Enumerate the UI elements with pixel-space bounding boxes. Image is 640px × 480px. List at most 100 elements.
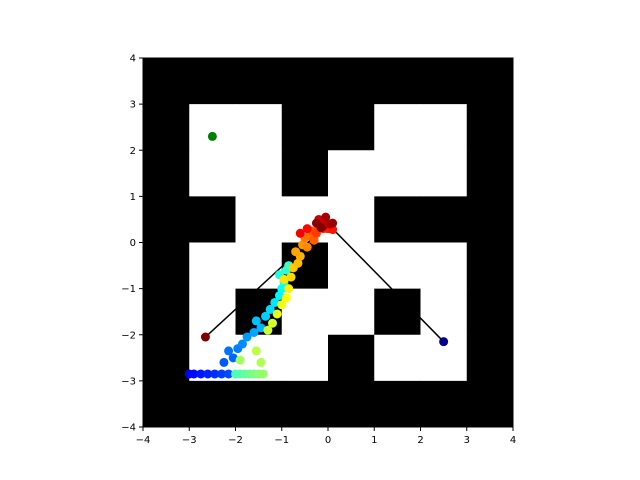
y-tick-label: −2 <box>121 330 136 341</box>
trajectory-point <box>249 327 259 337</box>
y-tick-label: −3 <box>121 376 136 387</box>
map-wall-cell <box>374 288 421 336</box>
trajectory-point <box>258 369 268 379</box>
map-wall-cell <box>466 196 514 243</box>
goal-point <box>207 131 217 141</box>
map-wall-cell <box>466 242 514 290</box>
map-wall-cell <box>466 380 514 428</box>
y-axis-ticks: −4 −3 −2 −1 0 1 2 3 4 <box>121 54 143 434</box>
map-wall-cell <box>189 196 236 243</box>
trajectory-point <box>228 353 238 363</box>
key-markers <box>200 131 449 347</box>
trajectory-point <box>293 258 303 268</box>
map-free-cell <box>420 288 468 336</box>
x-tick-label: 0 <box>325 435 331 446</box>
trajectory-point <box>291 247 301 257</box>
map-free-cell <box>374 334 421 382</box>
map-free-cell <box>420 242 468 290</box>
x-tick-label: 1 <box>371 435 377 446</box>
y-tick-label: 3 <box>130 100 136 111</box>
trajectory-point <box>256 357 266 367</box>
x-tick-label: −2 <box>228 435 243 446</box>
x-tick-label: 4 <box>510 435 516 446</box>
map-wall-cell <box>143 334 190 382</box>
map-wall-cell <box>466 150 514 197</box>
trajectory-point <box>277 284 287 294</box>
map-free-cell <box>328 242 375 290</box>
trajectory-point <box>328 218 338 228</box>
map-free-cell <box>189 288 236 336</box>
map-free-cell <box>328 196 375 243</box>
trajectory-point <box>203 369 213 379</box>
map-free-cell <box>328 150 375 197</box>
map-wall-cell <box>328 104 375 151</box>
map-wall-cell <box>466 104 514 151</box>
map-free-cell <box>420 150 468 197</box>
trajectory-point <box>321 212 331 222</box>
trajectory-point <box>286 272 296 282</box>
trajectory-point <box>270 297 280 307</box>
map-free-cell <box>374 242 421 290</box>
x-tick-label: −3 <box>182 435 197 446</box>
map-wall-cell <box>374 380 421 428</box>
map-wall-cell <box>143 150 190 197</box>
map-wall-cell <box>466 334 514 382</box>
trajectory-points <box>184 212 338 379</box>
trajectory-point <box>224 369 234 379</box>
end-point <box>200 332 210 342</box>
trajectory-point <box>284 284 294 294</box>
map-wall-cell <box>328 58 375 105</box>
trajectory-point <box>242 332 252 342</box>
map-wall-cell <box>420 58 468 105</box>
y-tick-label: 0 <box>130 238 136 249</box>
map-wall-cell <box>466 58 514 105</box>
map-wall-cell <box>328 334 375 382</box>
map-wall-cell <box>189 58 236 105</box>
map-free-cell <box>189 150 236 197</box>
map-wall-cell <box>281 104 329 151</box>
trajectory-point <box>251 316 261 326</box>
map-wall-cell <box>281 58 329 105</box>
trajectory-point <box>261 311 271 321</box>
trajectory-point <box>219 357 229 367</box>
trajectory-point <box>268 318 277 328</box>
map-wall-cell <box>189 380 236 428</box>
trajectory-point <box>279 274 289 284</box>
x-tick-label: −1 <box>274 435 289 446</box>
map-free-cell <box>374 150 421 197</box>
x-tick-label: 2 <box>417 435 423 446</box>
trajectory-point <box>309 235 319 245</box>
trajectory-point <box>251 346 261 356</box>
y-tick-label: 4 <box>130 54 136 65</box>
map-free-cell <box>235 242 283 290</box>
trajectory-point <box>263 325 273 335</box>
map-free-cell <box>235 150 283 197</box>
map-wall-cell <box>374 58 421 105</box>
trajectory-point <box>272 309 282 319</box>
y-tick-label: 2 <box>130 146 136 157</box>
map-wall-cell <box>143 196 190 243</box>
trajectory-point <box>217 369 227 379</box>
trajectory-point <box>265 304 275 314</box>
map-free-cell <box>281 334 329 382</box>
map-wall-cell <box>466 288 514 336</box>
trajectory-point <box>302 224 312 234</box>
map-wall-cell <box>143 104 190 151</box>
map-wall-cell <box>281 150 329 197</box>
trajectory-point <box>196 369 206 379</box>
occupancy-map <box>143 58 514 428</box>
map-wall-cell <box>420 196 468 243</box>
map-wall-cell <box>143 242 190 290</box>
map-free-cell <box>420 104 468 151</box>
start-point <box>439 337 449 347</box>
trajectory-point <box>256 323 266 333</box>
x-axis-ticks: −4 −3 −2 −1 0 1 2 3 4 <box>136 427 516 446</box>
trajectory-point <box>274 291 284 301</box>
map-wall-cell <box>235 58 283 105</box>
x-tick-label: −4 <box>136 435 151 446</box>
trajectory-point <box>235 355 245 365</box>
map-wall-cell <box>143 380 190 428</box>
trajectory-point <box>210 369 220 379</box>
map-wall-cell <box>235 380 283 428</box>
